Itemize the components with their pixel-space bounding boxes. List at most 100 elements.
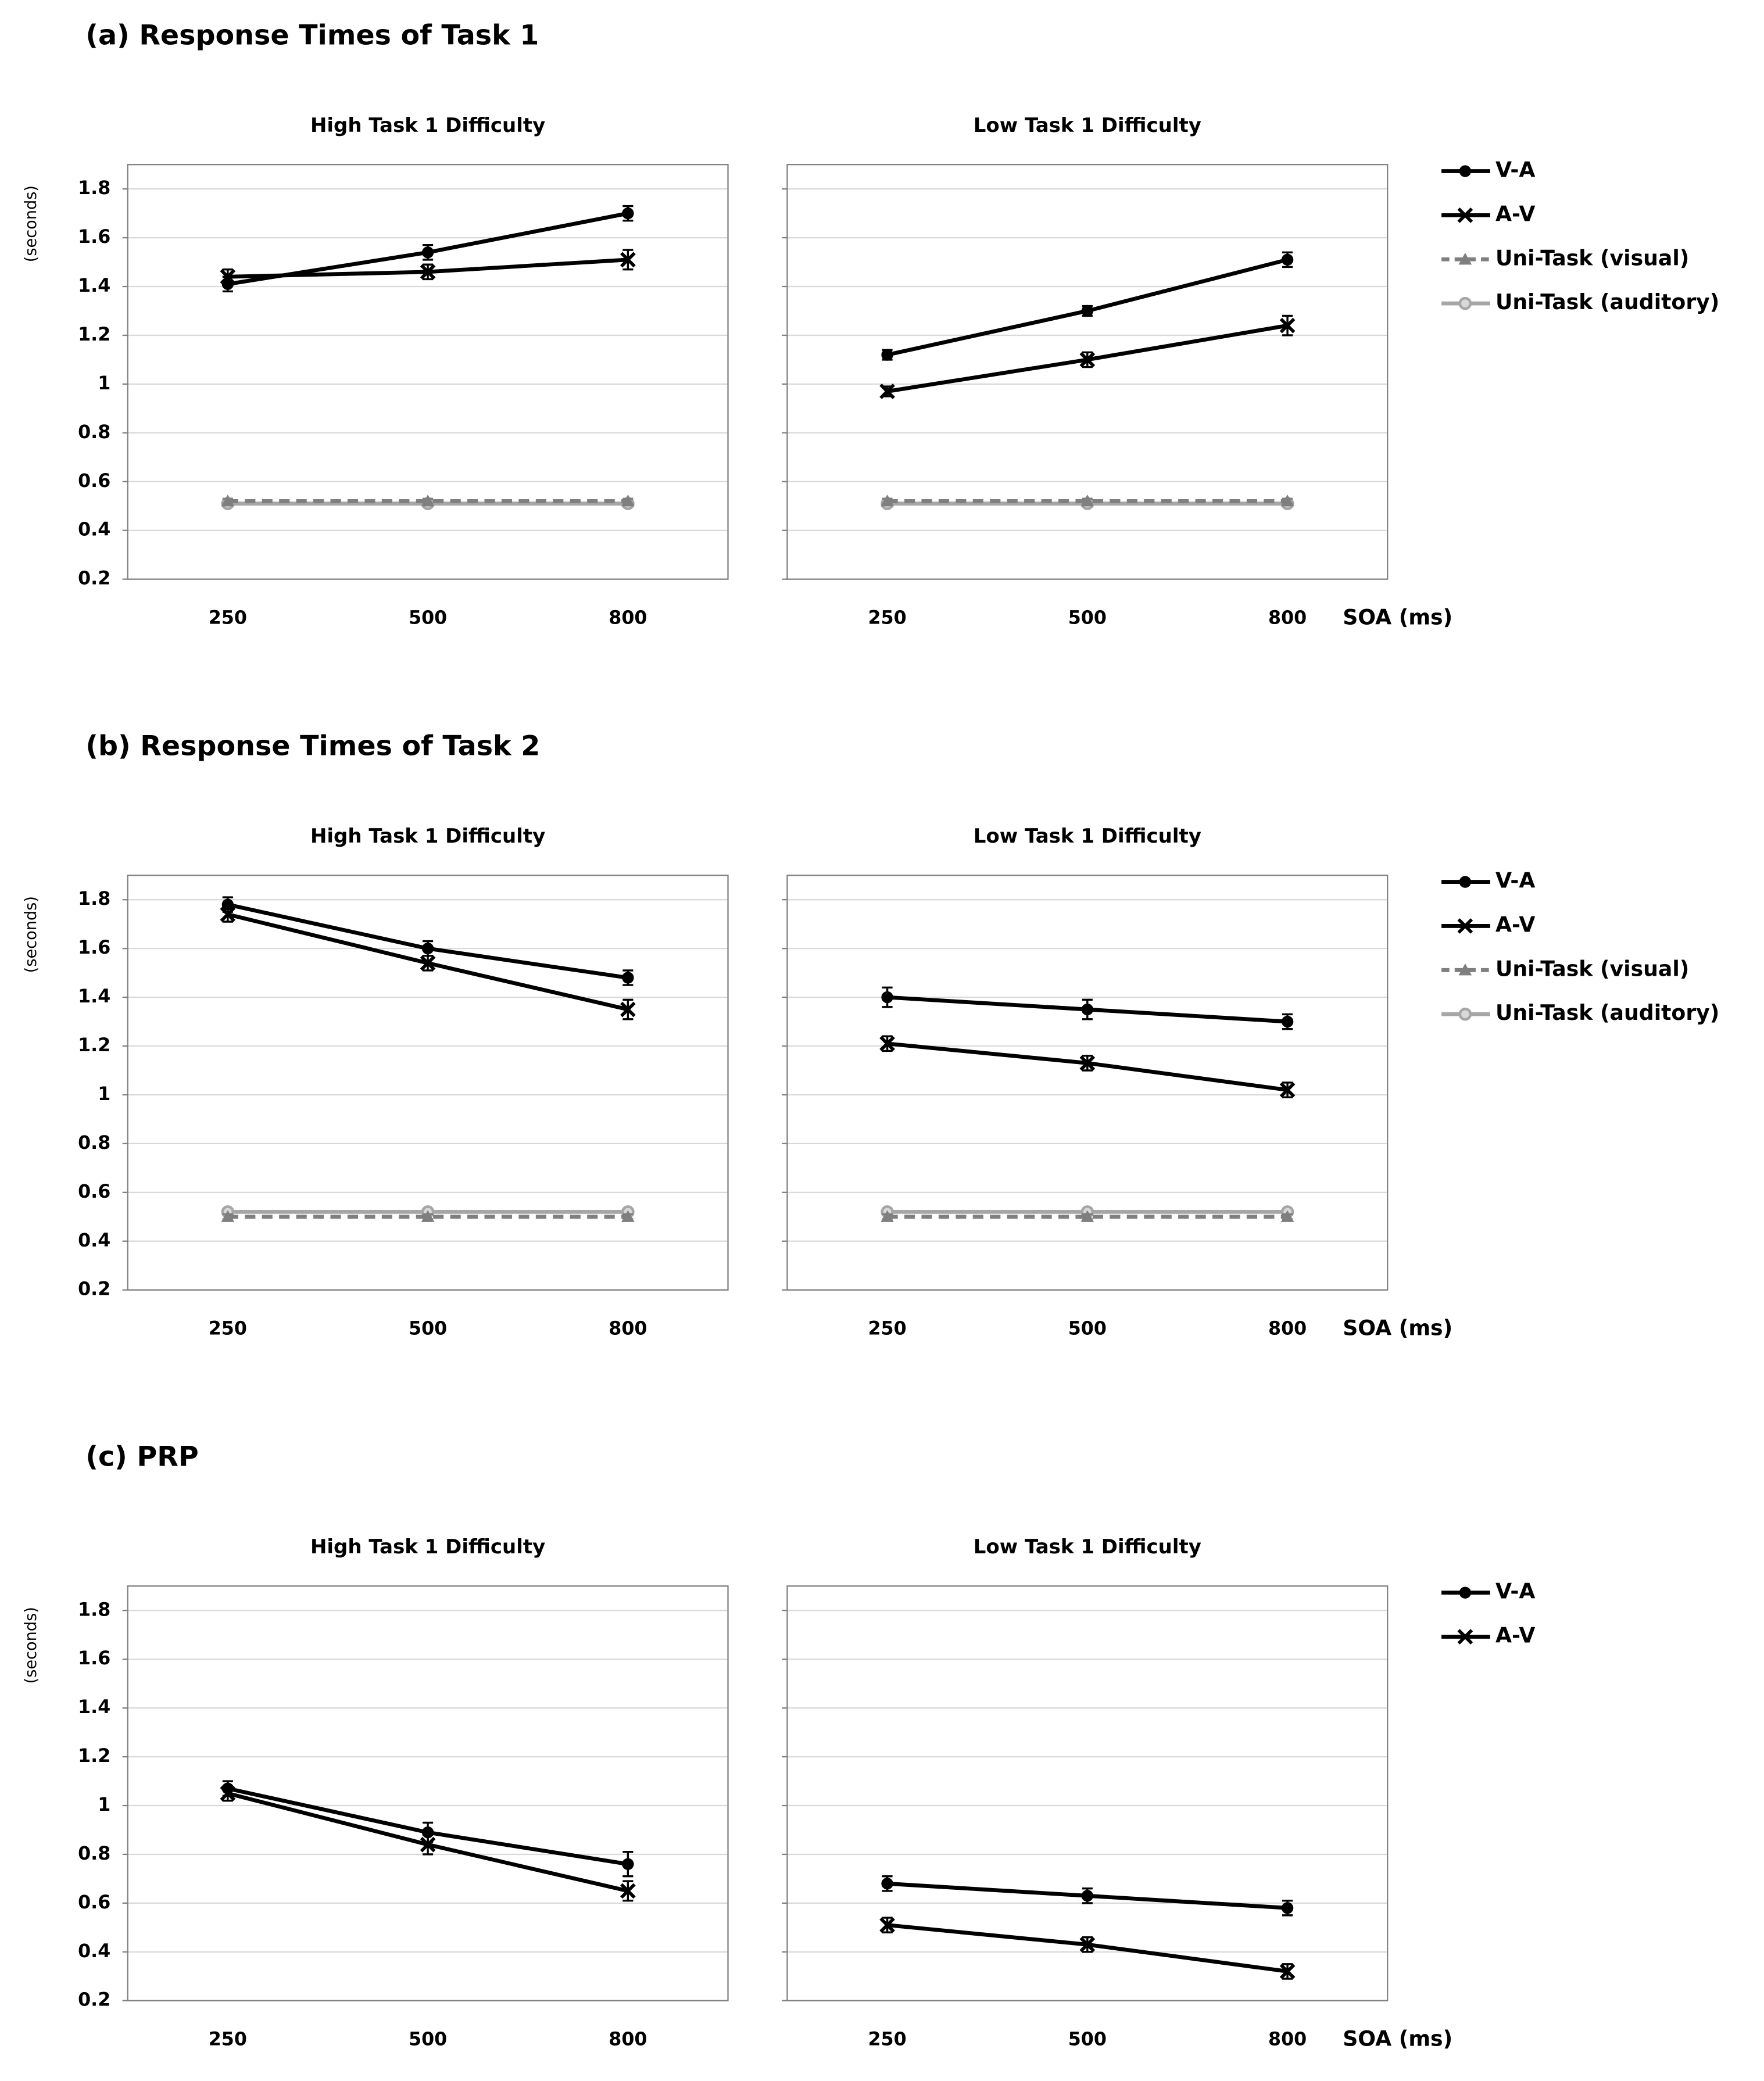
marker [879, 1917, 895, 1933]
legend-label: V-A [1495, 868, 1535, 893]
marker [881, 349, 893, 361]
marker [1281, 253, 1294, 266]
plot-frame [786, 164, 1389, 580]
y-tick-label: 1.6 [78, 227, 110, 248]
marker [620, 1883, 636, 1899]
marker [421, 246, 434, 259]
marker [420, 264, 436, 280]
y-tick-label: 1 [98, 1795, 110, 1815]
y-tick-label: 0.4 [78, 1941, 110, 1962]
marker [881, 495, 894, 507]
marker [221, 898, 234, 911]
x-tick-label: 500 [1068, 2029, 1107, 2050]
legend-label: A-V [1495, 201, 1535, 226]
x-tick-label: 800 [1268, 1319, 1307, 1339]
y-tick-label: 0.8 [78, 1133, 110, 1154]
marker [881, 991, 893, 1004]
x-tick-label: 800 [1268, 2029, 1307, 2050]
x-tick-label: 250 [868, 608, 906, 629]
plot-frame [786, 875, 1389, 1291]
plot-frame [127, 875, 729, 1291]
marker [1080, 495, 1094, 507]
panel-title: High Task 1 Difficulty [310, 114, 545, 137]
marker [1279, 317, 1296, 334]
marker [220, 907, 236, 922]
legend-marker [1458, 1007, 1472, 1021]
y-tick-label: 0.8 [78, 1843, 110, 1864]
x-tick-label: 250 [209, 608, 247, 629]
marker [221, 1210, 235, 1222]
plot-frame [127, 164, 729, 580]
x-tick-label: 250 [209, 1319, 247, 1339]
marker [221, 278, 234, 291]
legend-marker [1458, 964, 1472, 976]
marker [1079, 1055, 1096, 1071]
legend-marker [1459, 876, 1472, 888]
legend-label: A-V [1495, 912, 1535, 937]
y-tick-label: 1.8 [78, 178, 110, 199]
marker [1281, 1902, 1294, 1914]
marker [1280, 1210, 1294, 1222]
marker [879, 384, 895, 399]
x-tick-label: 800 [609, 1319, 647, 1339]
y-axis-label: (seconds) [22, 185, 40, 262]
legend-label: Uni-Task (auditory) [1495, 1000, 1719, 1025]
marker [420, 955, 436, 971]
y-tick-label: 1.6 [78, 937, 110, 958]
marker [620, 252, 636, 268]
y-tick-label: 1.4 [78, 986, 110, 1007]
legend-label: V-A [1495, 157, 1535, 182]
x-tick-label: 500 [409, 2029, 447, 2050]
x-tick-label: 800 [1268, 608, 1307, 629]
y-tick-label: 0.4 [78, 1230, 110, 1251]
x-axis-label: SOA (ms) [1343, 2026, 1452, 2051]
y-tick-label: 1.2 [78, 1035, 110, 1056]
marker [221, 1782, 234, 1795]
plot-frame [127, 1585, 729, 2001]
x-tick-label: 500 [1068, 608, 1107, 629]
y-tick-label: 0.6 [78, 471, 110, 492]
y-axis-label: (seconds) [22, 896, 40, 973]
legend-marker [1459, 165, 1472, 177]
y-tick-label: 0.2 [78, 568, 110, 589]
marker [221, 495, 235, 507]
y-tick-label: 0.2 [78, 1990, 110, 2011]
x-axis-label: SOA (ms) [1343, 605, 1452, 630]
marker [1279, 1964, 1296, 1979]
legend-label: Uni-Task (visual) [1495, 956, 1689, 981]
y-axis-label: (seconds) [22, 1607, 40, 1684]
marker [622, 972, 634, 984]
marker [1080, 1210, 1094, 1222]
panel-title: High Task 1 Difficulty [310, 825, 545, 848]
marker [881, 1210, 894, 1222]
legend-marker [1457, 918, 1473, 934]
y-tick-label: 0.6 [78, 1181, 110, 1202]
x-tick-label: 500 [409, 1319, 447, 1339]
legend-marker [1459, 1586, 1472, 1599]
y-tick-label: 0.8 [78, 422, 110, 443]
x-axis-label: SOA (ms) [1343, 1316, 1452, 1341]
marker [421, 1210, 435, 1222]
panel-title: Low Task 1 Difficulty [974, 114, 1201, 137]
figure-title: (b) Response Times of Task 2 [85, 730, 540, 762]
x-tick-label: 250 [209, 2029, 247, 2050]
x-tick-label: 250 [868, 1319, 906, 1339]
marker [420, 1836, 436, 1853]
y-tick-label: 1.2 [78, 1746, 110, 1767]
y-tick-label: 1.8 [78, 1599, 110, 1620]
marker [620, 1001, 636, 1018]
legend-marker [1457, 1629, 1473, 1645]
y-tick-label: 0.4 [78, 520, 110, 540]
legend-label: V-A [1495, 1579, 1535, 1604]
marker [622, 1858, 634, 1870]
marker [621, 1210, 635, 1222]
y-tick-label: 1 [98, 1084, 110, 1105]
marker [881, 1878, 893, 1890]
legend-marker [1457, 207, 1473, 223]
panel-title: High Task 1 Difficulty [310, 1535, 545, 1559]
y-tick-label: 0.2 [78, 1279, 110, 1300]
y-tick-label: 0.6 [78, 1892, 110, 1913]
legend-label: A-V [1495, 1623, 1535, 1648]
